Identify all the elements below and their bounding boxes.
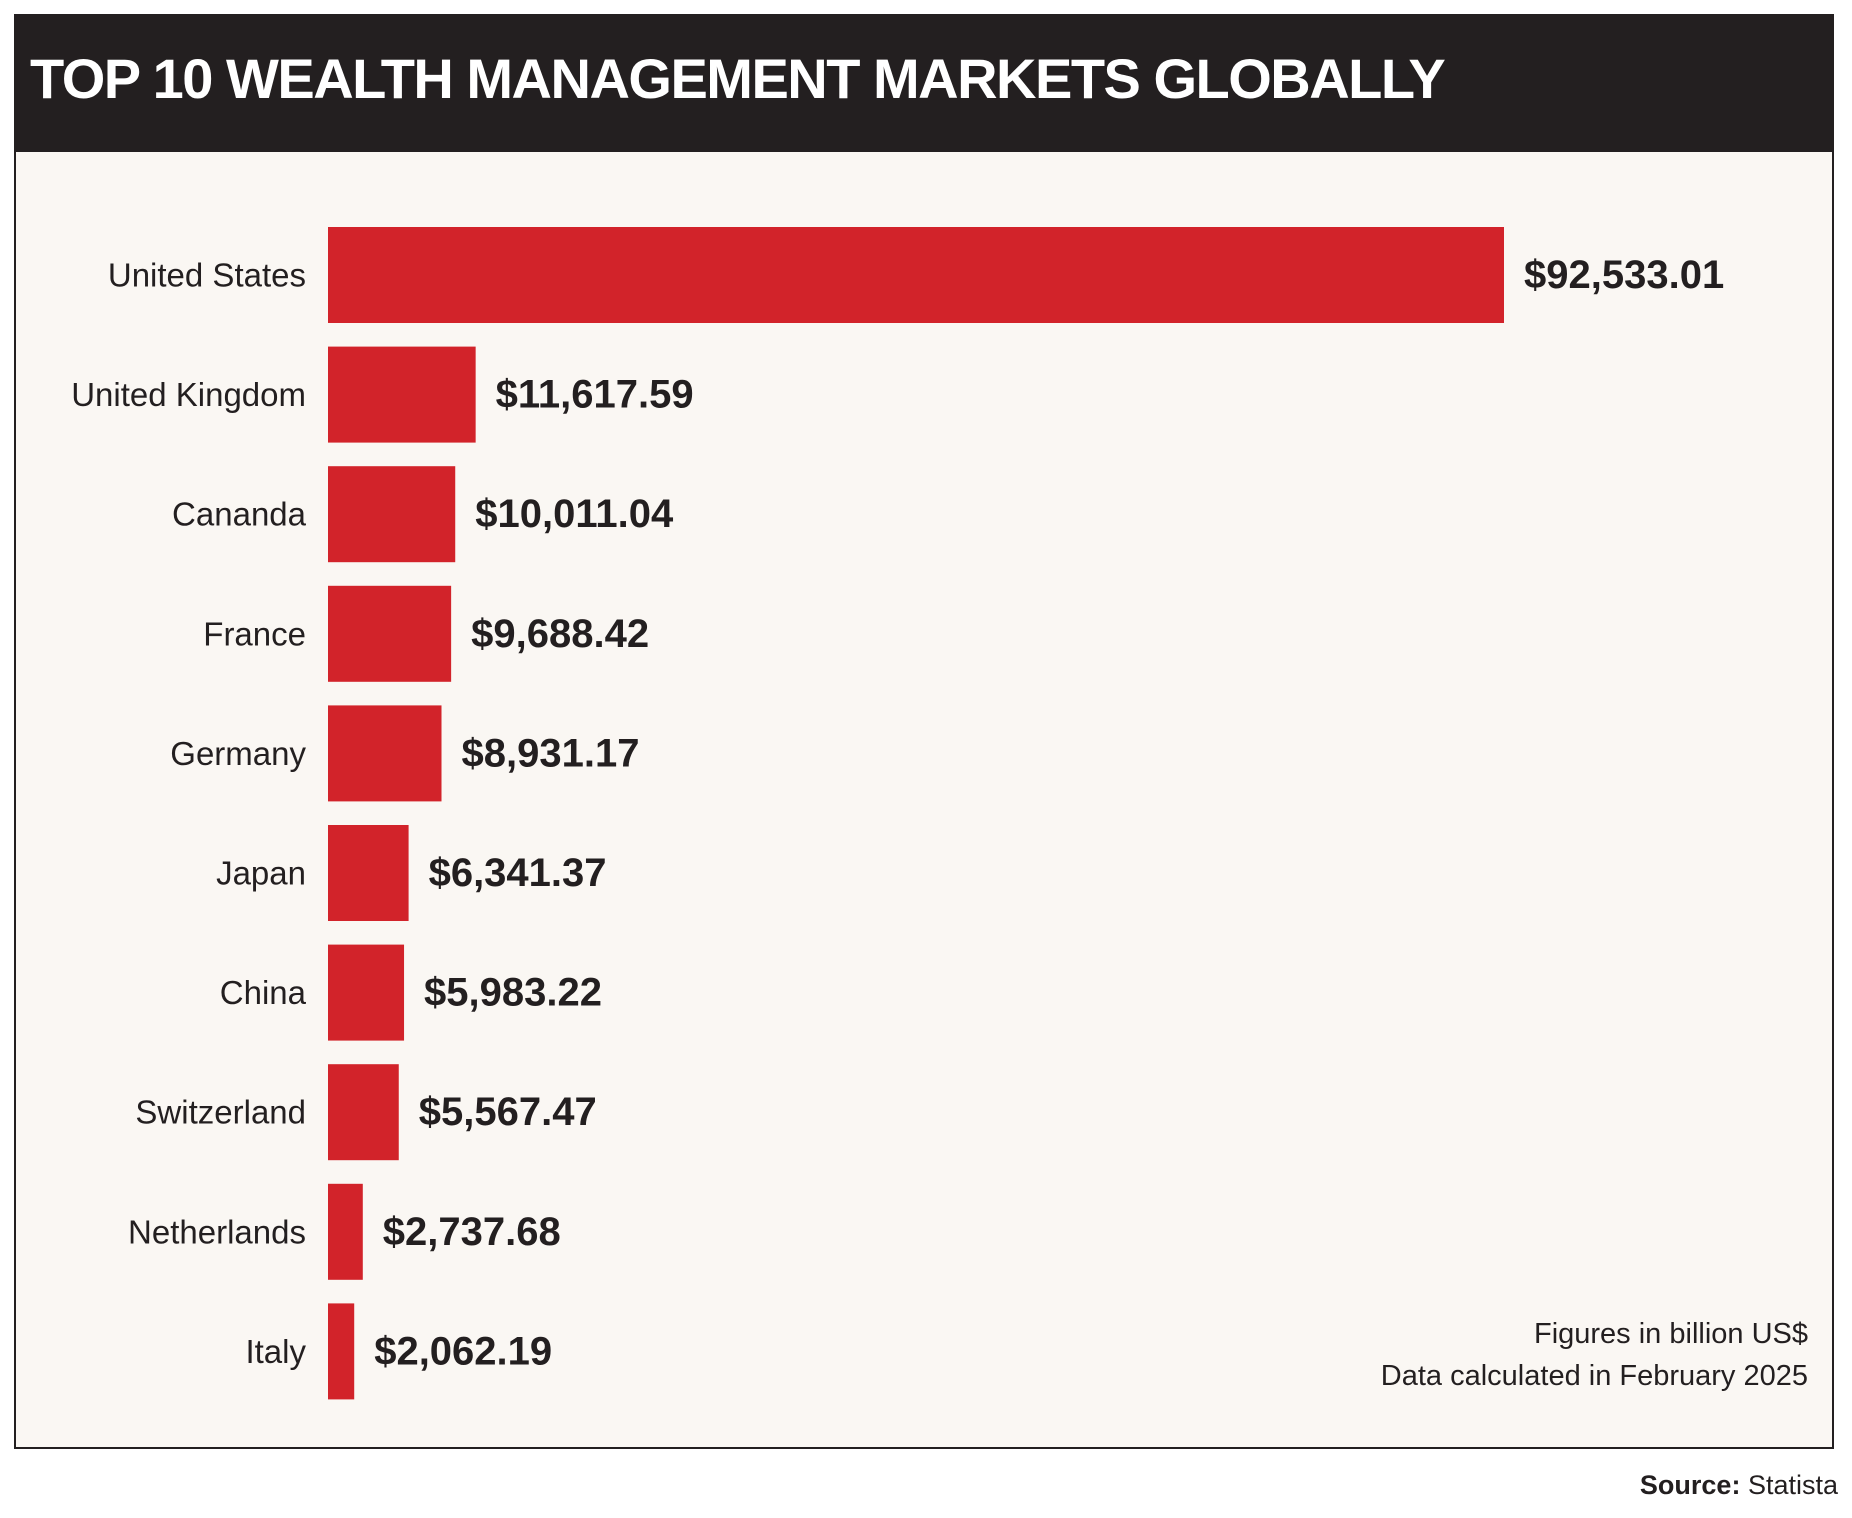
category-label: Switzerland <box>135 1094 306 1131</box>
category-label: France <box>203 615 306 652</box>
bar <box>328 705 442 802</box>
value-label: $92,533.01 <box>1524 253 1724 297</box>
category-label: United States <box>108 257 306 294</box>
bar <box>328 944 405 1041</box>
category-label: Italy <box>245 1333 306 1370</box>
category-label: China <box>220 974 307 1011</box>
category-label: Cananda <box>172 496 307 533</box>
bar <box>328 466 456 563</box>
bar <box>328 227 1504 323</box>
bar <box>328 1183 363 1280</box>
value-label: $6,341.37 <box>429 851 607 895</box>
value-label: $2,737.68 <box>383 1210 561 1254</box>
bar <box>328 346 476 443</box>
date-note: Data calculated in February 2025 <box>1380 1360 1808 1392</box>
value-label: $5,567.47 <box>419 1090 597 1134</box>
category-label: Japan <box>216 855 306 892</box>
chart-title: TOP 10 WEALTH MANAGEMENT MARKETS GLOBALL… <box>30 47 1446 110</box>
bar <box>328 585 452 682</box>
category-label: United Kingdom <box>71 376 306 413</box>
bar <box>328 825 409 921</box>
title-bar: TOP 10 WEALTH MANAGEMENT MARKETS GLOBALL… <box>16 16 1832 152</box>
category-label: Germany <box>170 735 306 772</box>
category-label: Netherlands <box>128 1213 306 1250</box>
value-label: $10,011.04 <box>475 492 674 536</box>
source-value: Statista <box>1747 1470 1838 1500</box>
bar <box>328 1303 355 1400</box>
bar-chart: United States $92,533.01 United Kingdom $11… <box>71 227 1724 1400</box>
value-label: $11,617.59 <box>496 373 694 417</box>
value-label: $9,688.42 <box>471 612 649 656</box>
source-credit: Source: Statista <box>1640 1470 1838 1501</box>
bar <box>328 1064 399 1161</box>
source-label: Source: <box>1639 1470 1741 1500</box>
units-note: Figures in billion US$ <box>1533 1318 1808 1350</box>
value-label: $2,062.19 <box>374 1329 552 1373</box>
value-label: $8,931.17 <box>462 731 640 775</box>
value-label: $5,983.22 <box>424 971 602 1015</box>
